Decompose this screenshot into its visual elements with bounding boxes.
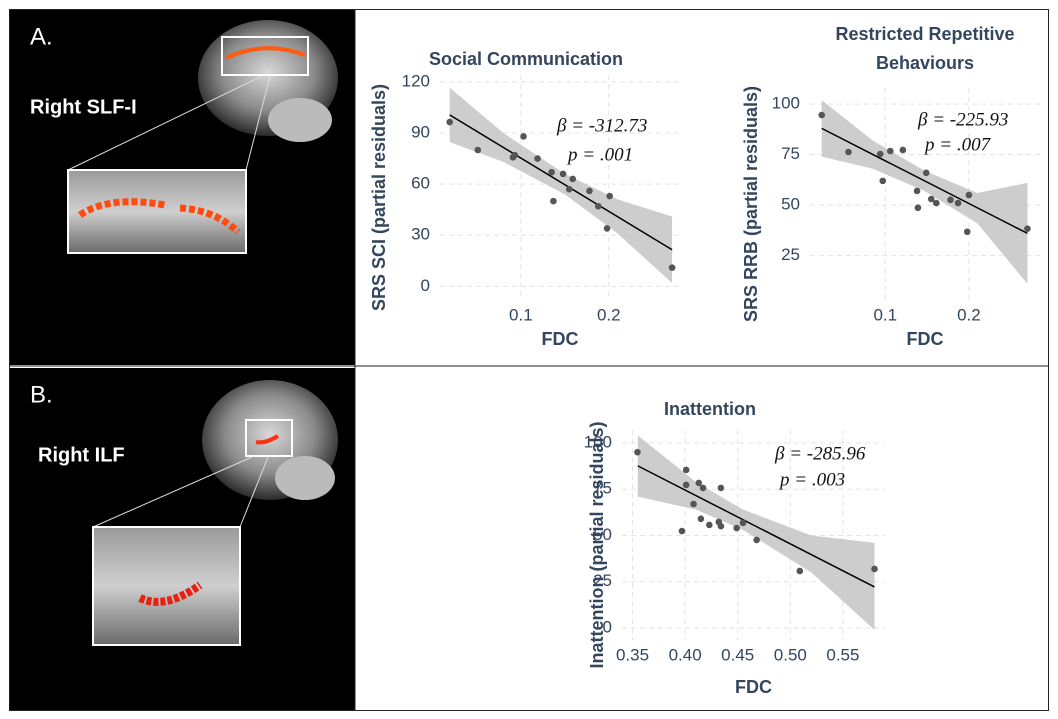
cerebellum: [268, 98, 332, 142]
point: [914, 188, 921, 195]
point: [718, 523, 725, 530]
x-tick-label: 0.50: [774, 645, 807, 664]
x-tick-label: 0.40: [669, 645, 702, 664]
point: [887, 148, 894, 155]
point: [604, 225, 611, 232]
point: [706, 522, 713, 529]
point: [520, 133, 527, 140]
point: [446, 119, 453, 126]
x-tick-label: 0.55: [826, 645, 859, 664]
annotation: β = -312.73: [556, 115, 647, 136]
point: [966, 192, 973, 199]
point: [733, 525, 740, 532]
panel-label: A.: [30, 23, 53, 50]
point: [955, 200, 962, 207]
annotation: p = .003: [778, 469, 845, 490]
point: [933, 200, 940, 207]
y-tick-label: 90: [411, 122, 430, 141]
x-axis-label: FDC: [735, 677, 772, 697]
point: [718, 485, 725, 492]
y-axis-label: SRS RRB (partial residuals): [741, 86, 761, 322]
region-label: Right ILF: [38, 444, 125, 466]
region-label: Right SLF-I: [30, 96, 137, 118]
point: [915, 204, 922, 211]
annotation: β = -285.96: [774, 443, 866, 464]
point: [740, 520, 747, 527]
y-axis-label: SRS SCI (partial residuals): [369, 84, 389, 311]
point: [923, 170, 930, 177]
x-axis-label: FDC: [542, 329, 579, 349]
point: [796, 568, 803, 575]
zoom-box: [68, 170, 246, 253]
x-tick-label: 0.1: [509, 305, 533, 324]
x-tick-label: 0.2: [957, 305, 981, 324]
point: [595, 203, 602, 210]
point: [669, 264, 676, 271]
point: [690, 501, 697, 508]
point: [534, 155, 541, 162]
y-tick-label: 30: [411, 225, 430, 244]
point: [877, 151, 884, 158]
zoom-box: [93, 527, 240, 645]
annotation: p = .001: [566, 144, 633, 165]
point: [1024, 225, 1031, 232]
chart-title: Behaviours: [876, 53, 974, 73]
cerebellum: [275, 456, 335, 500]
chart-title: Social Communication: [429, 49, 623, 69]
point: [700, 485, 707, 492]
y-axis-label: Inattention (partial residuals): [587, 421, 607, 668]
point: [475, 147, 482, 154]
point: [698, 516, 705, 523]
point: [871, 566, 878, 573]
y-tick-label: 60: [411, 174, 430, 193]
point: [511, 152, 518, 159]
point: [634, 449, 641, 456]
y-tick-label: 25: [781, 245, 800, 264]
point: [606, 193, 613, 200]
chart-title: Inattention: [664, 399, 756, 419]
y-tick-label: 100: [772, 94, 800, 113]
annotation: β = -225.93: [917, 109, 1008, 130]
y-tick-label: 0: [421, 276, 430, 295]
x-tick-label: 0.35: [616, 645, 649, 664]
y-tick-label: 75: [781, 144, 800, 163]
point: [548, 169, 555, 176]
point: [586, 188, 593, 195]
x-tick-label: 0.2: [597, 305, 621, 324]
point: [683, 482, 690, 489]
chart-title: Restricted Repetitive: [835, 24, 1014, 44]
y-tick-label: 50: [781, 195, 800, 214]
x-axis-label: FDC: [907, 329, 944, 349]
point: [683, 467, 690, 474]
y-tick-label: 120: [402, 71, 430, 90]
x-tick-label: 0.45: [721, 645, 754, 664]
figure: A. Right SLF-I B. Right ILF 0 30 60 90 120 0.…: [0, 0, 1058, 714]
point: [550, 198, 557, 205]
x-tick-label: 0.1: [873, 305, 897, 324]
point: [753, 537, 760, 544]
point: [947, 197, 954, 204]
point: [569, 176, 576, 183]
point: [560, 171, 567, 178]
point: [964, 228, 971, 235]
point: [845, 149, 852, 156]
point: [818, 112, 825, 119]
annotation: p = .007: [923, 134, 992, 155]
point: [879, 178, 886, 185]
point: [566, 186, 573, 193]
confidence-band: [638, 436, 875, 630]
point: [900, 147, 907, 154]
point: [679, 528, 686, 535]
panel-label: B.: [30, 381, 53, 408]
